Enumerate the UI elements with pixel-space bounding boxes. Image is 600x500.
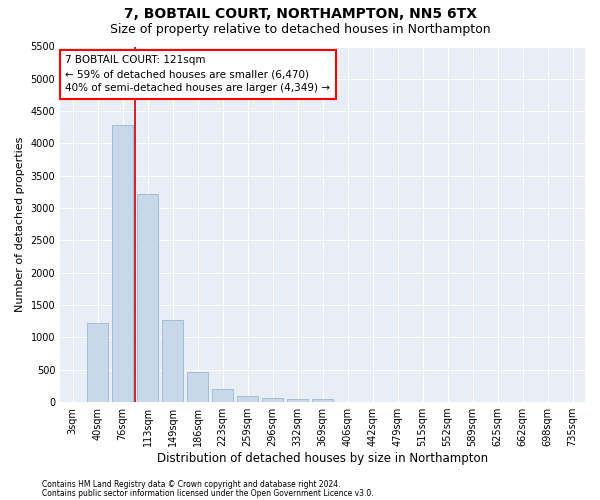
Text: 7 BOBTAIL COURT: 121sqm
← 59% of detached houses are smaller (6,470)
40% of semi: 7 BOBTAIL COURT: 121sqm ← 59% of detache… [65,56,331,94]
Bar [112,126,133,402]
Bar [262,398,283,402]
Bar [237,396,258,402]
Y-axis label: Number of detached properties: Number of detached properties [15,136,25,312]
Text: Contains public sector information licensed under the Open Government Licence v3: Contains public sector information licen… [42,488,374,498]
Text: Contains HM Land Registry data © Crown copyright and database right 2024.: Contains HM Land Registry data © Crown c… [42,480,341,489]
Bar [312,398,333,402]
Bar [187,372,208,402]
Bar [212,390,233,402]
Text: Size of property relative to detached houses in Northampton: Size of property relative to detached ho… [110,22,490,36]
Bar [287,399,308,402]
Text: 7, BOBTAIL COURT, NORTHAMPTON, NN5 6TX: 7, BOBTAIL COURT, NORTHAMPTON, NN5 6TX [124,8,476,22]
Bar [137,194,158,402]
X-axis label: Distribution of detached houses by size in Northampton: Distribution of detached houses by size … [157,452,488,465]
Bar [87,323,108,402]
Bar [162,320,183,402]
